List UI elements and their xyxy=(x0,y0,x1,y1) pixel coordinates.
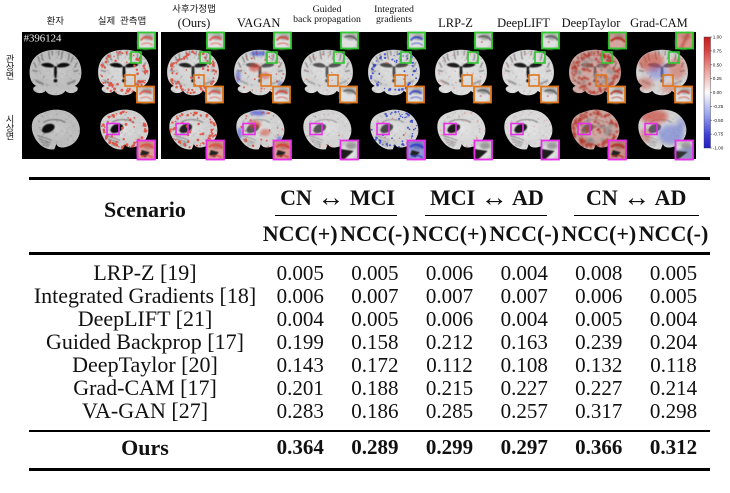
svg-text:1.00: 1.00 xyxy=(713,35,722,40)
svg-text:0.00: 0.00 xyxy=(713,90,722,95)
svg-text:-0.50: -0.50 xyxy=(713,118,724,123)
svg-text:0.75: 0.75 xyxy=(713,49,722,54)
svg-text:0.25: 0.25 xyxy=(713,76,722,81)
svg-text:-0.25: -0.25 xyxy=(713,104,724,109)
svg-text:-0.75: -0.75 xyxy=(713,132,724,137)
svg-text:-1.00: -1.00 xyxy=(713,146,724,151)
svg-text:#396124: #396124 xyxy=(24,33,62,45)
svg-text:0.50: 0.50 xyxy=(713,62,722,67)
